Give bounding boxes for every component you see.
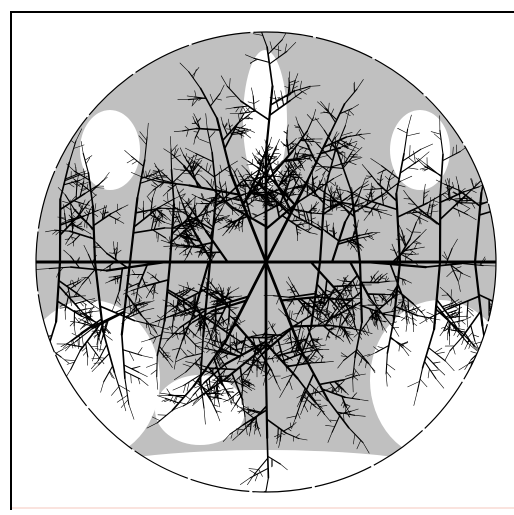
branch (266, 372, 267, 438)
branch (461, 200, 473, 201)
fractal-view (0, 0, 514, 515)
branch (278, 428, 279, 438)
branch (287, 130, 288, 139)
page: (() => { const svg = document.getElement… (0, 0, 514, 515)
branch (368, 294, 385, 295)
branch (311, 362, 325, 363)
branch (157, 356, 158, 377)
